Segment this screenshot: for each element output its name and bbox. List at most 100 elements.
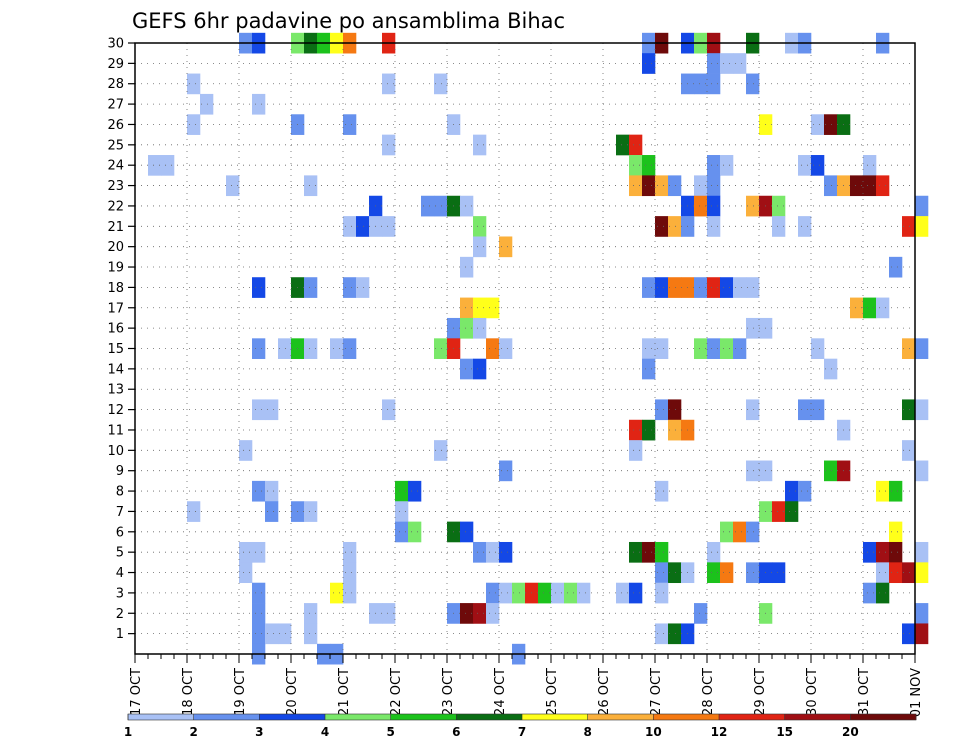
- precip-cell: [850, 175, 864, 197]
- precip-cell: [798, 480, 812, 502]
- precip-cell: [915, 399, 929, 421]
- precip-cell: [707, 73, 721, 95]
- precip-cell: [642, 419, 656, 441]
- precip-cell: [694, 73, 708, 95]
- precip-cell: [863, 297, 877, 319]
- y-tick-label: 7: [116, 505, 124, 520]
- precip-cell: [642, 541, 656, 563]
- precip-cell: [733, 521, 747, 543]
- legend-swatch: [325, 714, 392, 720]
- precip-cell: [239, 440, 253, 461]
- precip-cell: [460, 195, 474, 217]
- precip-cell: [915, 541, 929, 563]
- precip-cell: [239, 562, 253, 584]
- precip-cell: [889, 562, 903, 584]
- legend-swatch: [522, 714, 589, 720]
- precip-cell: [655, 216, 669, 237]
- x-tick-label: 26 OCT: [597, 668, 612, 716]
- precip-cell: [252, 93, 266, 115]
- precip-cell: [473, 236, 487, 258]
- precip-cell: [707, 541, 721, 563]
- x-tick-label: 18 OCT: [181, 668, 196, 716]
- legend-swatch: [653, 714, 720, 720]
- precip-cell: [655, 541, 669, 563]
- precip-cell: [434, 73, 448, 95]
- y-tick-label: 5: [116, 546, 124, 561]
- precip-cell: [356, 277, 370, 298]
- x-tick-label: 01 NOV: [909, 668, 924, 717]
- precip-cell: [304, 175, 318, 197]
- precip-cell: [655, 582, 669, 604]
- precip-cell: [707, 277, 721, 298]
- y-tick-label: 27: [107, 98, 124, 113]
- precip-cell: [811, 114, 825, 135]
- legend-label: 8: [583, 725, 591, 739]
- precip-cell: [655, 277, 669, 298]
- x-tick-label: 20 OCT: [285, 668, 300, 716]
- precip-cell: [473, 541, 487, 563]
- precip-cell: [746, 521, 760, 543]
- precip-cell: [499, 582, 513, 604]
- y-tick-label: 24: [107, 159, 124, 174]
- precip-cell: [278, 338, 292, 359]
- precip-cell: [733, 277, 747, 298]
- precip-cell: [655, 175, 669, 197]
- precip-cell: [395, 501, 409, 522]
- precip-cell: [642, 53, 656, 74]
- precip-cell: [746, 317, 760, 339]
- x-tick-label: 19 OCT: [233, 668, 248, 716]
- y-tick-label: 16: [107, 322, 124, 337]
- precip-cell: [252, 338, 266, 359]
- precip-cell: [343, 582, 357, 604]
- precip-cell: [668, 623, 682, 645]
- precip-cell: [915, 562, 929, 584]
- precip-cell: [629, 175, 643, 197]
- precip-cell: [902, 399, 916, 421]
- precip-cell: [668, 399, 682, 421]
- precip-cell: [395, 521, 409, 543]
- precip-cell: [304, 501, 318, 522]
- y-tick-label: 19: [107, 261, 124, 276]
- x-tick-label: 24 OCT: [493, 668, 508, 716]
- precip-cell: [551, 582, 565, 604]
- precip-cell: [746, 73, 760, 95]
- precip-cell: [733, 338, 747, 359]
- precip-cell: [707, 175, 721, 197]
- precip-cell: [499, 338, 513, 359]
- cells-layer: [148, 32, 929, 665]
- x-axis: 17 OCT 18 OCT 19 OCT 20 OCT 21 OCT 22 OCT 23 O…: [129, 654, 924, 717]
- precip-cell: [694, 277, 708, 298]
- grid-layer: [135, 42, 916, 654]
- precip-cell: [863, 155, 877, 176]
- legend-label: 15: [776, 725, 793, 739]
- precip-cell: [850, 297, 864, 319]
- precip-cell: [629, 419, 643, 441]
- precip-cell: [239, 541, 253, 563]
- legend-swatch: [259, 714, 326, 720]
- precip-cell: [252, 582, 266, 604]
- precip-cell: [382, 603, 396, 624]
- precip-cell: [252, 603, 266, 624]
- precip-cell: [473, 216, 487, 237]
- precip-cell: [668, 277, 682, 298]
- precip-cell: [265, 480, 279, 502]
- precip-cell: [811, 155, 825, 176]
- x-tick-label: 31 OCT: [857, 668, 872, 716]
- precip-cell: [902, 338, 916, 359]
- precip-cell: [408, 521, 422, 543]
- color-legend: 1 2 3 4 5 6 7 8 10 12 15 20: [124, 713, 917, 739]
- precip-cell: [863, 582, 877, 604]
- precip-cell: [798, 399, 812, 421]
- precip-cell: [824, 358, 838, 380]
- y-tick-label: 14: [107, 362, 124, 377]
- legend-label: 20: [842, 725, 859, 739]
- precip-cell: [915, 623, 929, 645]
- y-tick-label: 11: [107, 423, 124, 438]
- x-tick-label: 27 OCT: [649, 668, 664, 716]
- legend-swatch: [193, 714, 260, 720]
- precip-cell: [343, 277, 357, 298]
- precip-cell: [915, 460, 929, 482]
- precip-cell: [486, 338, 500, 359]
- precip-cell: [265, 623, 279, 645]
- legend-label: 5: [386, 725, 394, 739]
